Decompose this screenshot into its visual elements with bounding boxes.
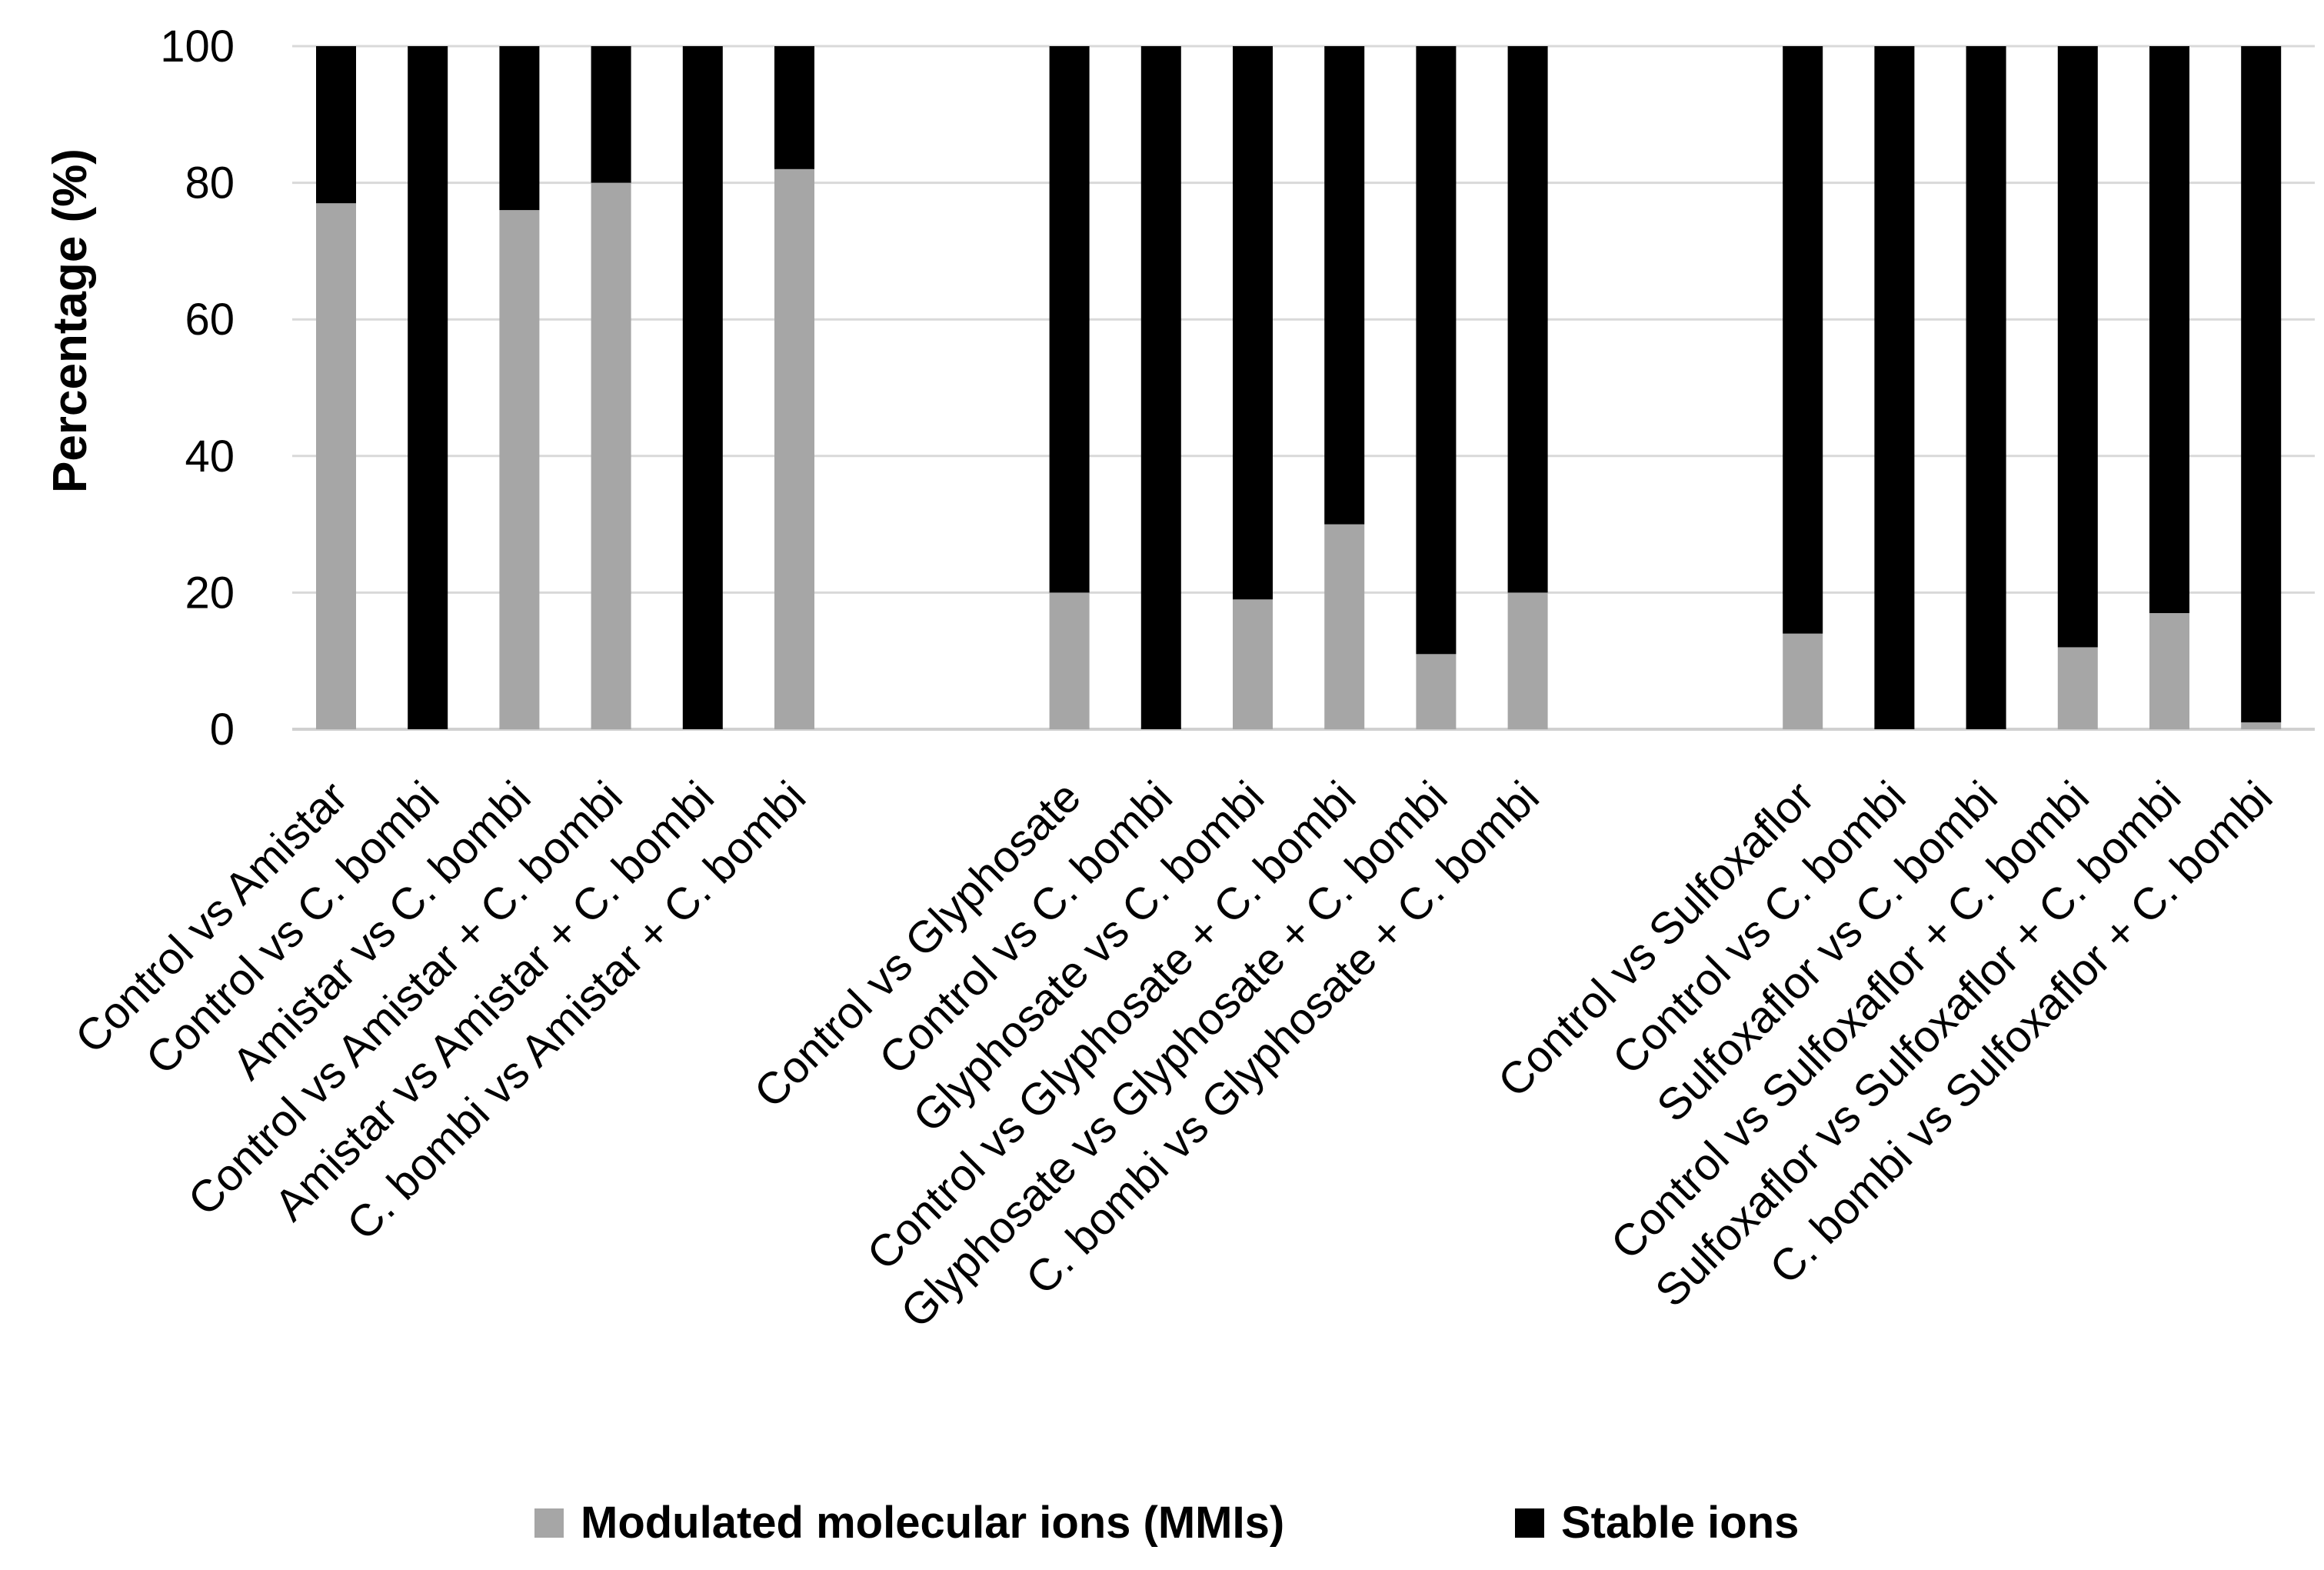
bar-mmis bbox=[1233, 599, 1273, 729]
bar-mmis bbox=[2149, 613, 2189, 729]
bar-mmis bbox=[591, 182, 631, 730]
bar-mmis bbox=[1049, 592, 1090, 729]
y-tick-label: 20 bbox=[185, 568, 235, 618]
bar-stable-ions bbox=[1049, 46, 1090, 593]
bar-stable-ions bbox=[1783, 46, 1823, 634]
bar-mmis bbox=[1783, 633, 1823, 729]
bar-stable-ions bbox=[2149, 46, 2189, 614]
legend-label-stable-ions: Stable ions bbox=[1561, 1498, 1799, 1548]
bar-mmis bbox=[774, 168, 814, 730]
bar-mmis bbox=[2241, 722, 2282, 729]
y-tick-label: 0 bbox=[210, 705, 235, 755]
bar-stable-ions bbox=[1140, 46, 1181, 729]
bar-stable-ions bbox=[1324, 46, 1365, 525]
bar-mmis bbox=[1324, 524, 1365, 729]
y-tick-label: 40 bbox=[185, 432, 235, 482]
y-tick-labels: 0 20 40 60 80 100 bbox=[160, 22, 235, 755]
bar-mmis bbox=[1507, 592, 1548, 729]
bar-stable-ions bbox=[1966, 46, 2006, 729]
bar-stable-ions bbox=[316, 46, 356, 204]
bar-stable-ions bbox=[1874, 46, 1915, 729]
bar-mmis bbox=[499, 210, 540, 729]
bar-stable-ions bbox=[591, 46, 631, 183]
bar-mmis bbox=[2057, 647, 2098, 729]
y-tick-label: 80 bbox=[185, 158, 235, 208]
bar-stable-ions bbox=[682, 46, 723, 729]
y-axis-label: Percentage (%) bbox=[44, 148, 97, 493]
y-tick-label: 100 bbox=[160, 22, 235, 72]
bar-stable-ions bbox=[1507, 46, 1548, 593]
bar-stable-ions bbox=[408, 46, 448, 729]
bar-mmis bbox=[316, 203, 356, 729]
legend-swatch-mmis bbox=[534, 1508, 564, 1538]
bar-stable-ions bbox=[2241, 46, 2282, 723]
bar-mmis bbox=[1416, 654, 1457, 729]
legend-swatch-stable-ions bbox=[1515, 1508, 1544, 1538]
bar-stable-ions bbox=[2057, 46, 2098, 648]
y-tick-label: 60 bbox=[185, 295, 235, 345]
bar-stable-ions bbox=[774, 46, 814, 169]
legend-label-mmis: Modulated molecular ions (MMIs) bbox=[581, 1498, 1284, 1548]
bar-stable-ions bbox=[1233, 46, 1273, 600]
bar-stable-ions bbox=[1416, 46, 1457, 655]
bar-stable-ions bbox=[499, 46, 540, 211]
legend: Modulated molecular ions (MMIs) Stable i… bbox=[534, 1498, 1799, 1548]
bars bbox=[316, 46, 2282, 730]
